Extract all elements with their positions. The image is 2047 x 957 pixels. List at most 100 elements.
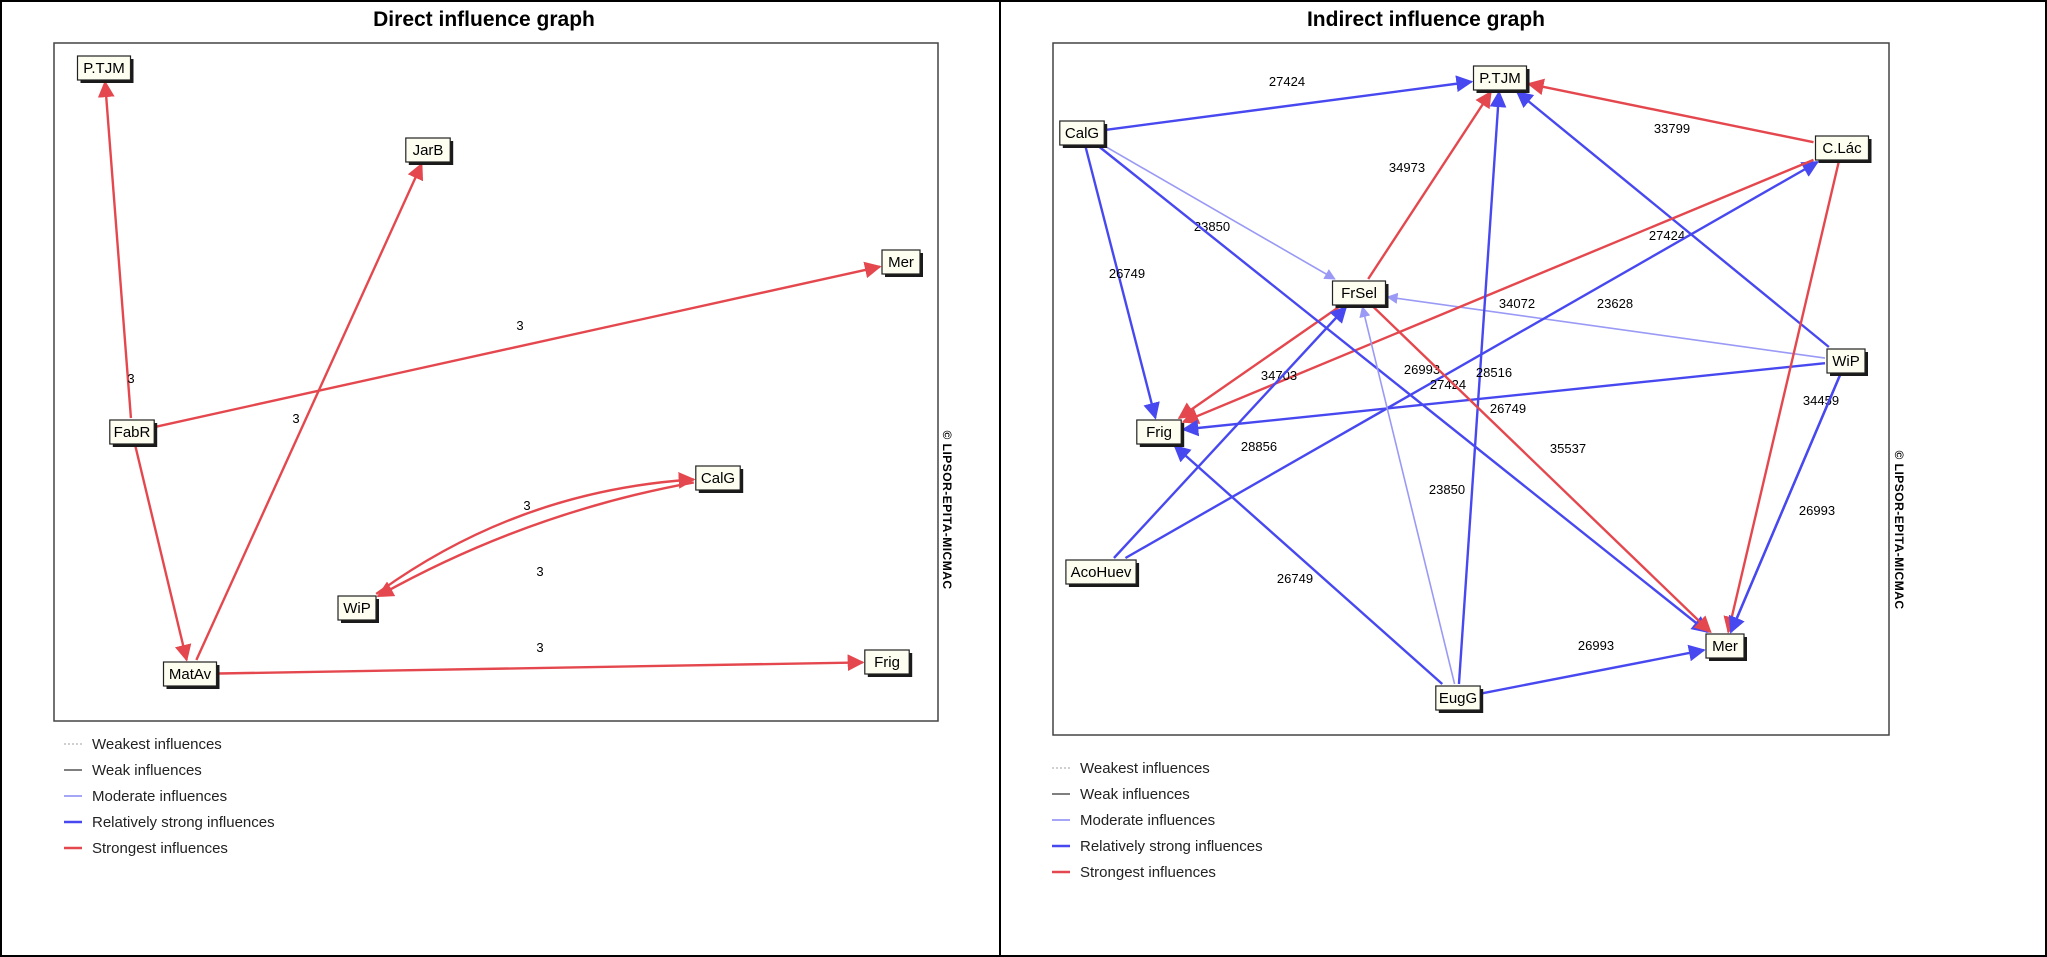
node-frig: Frig xyxy=(1136,419,1185,447)
legend-label-weakest: Weakest influences xyxy=(1080,760,1210,777)
node-eugg: EugG xyxy=(1435,685,1484,713)
node-label-clac: C.Lác xyxy=(1822,140,1862,157)
node-label-eugg: EugG xyxy=(1439,690,1477,707)
edge-clac-to-mer xyxy=(1723,161,1840,634)
node-fabr: FabR xyxy=(109,419,158,447)
edge-calg-to-mer xyxy=(1098,146,1709,634)
edge-label-wip-to-frsel: 34072 xyxy=(1499,296,1535,311)
edge-label-clac-to-ptjm: 33799 xyxy=(1654,121,1690,136)
direct-graph-nodes: P.TJM JarB Mer FabR CalG WiP MatAv Frig xyxy=(76,55,923,689)
node-mer: Mer xyxy=(881,249,923,277)
node-label-calg: CalG xyxy=(701,470,735,487)
node-frig: Frig xyxy=(864,649,913,677)
edge-eugg-to-mer xyxy=(1481,644,1706,695)
edge-label-wip-to-mer: 26993 xyxy=(1799,503,1835,518)
edge-label-fabr-to-mer: 3 xyxy=(516,318,523,333)
edge-label-frsel-to-ptjm: 34973 xyxy=(1389,160,1425,175)
indirect-graph-title: Indirect influence graph xyxy=(1307,8,1545,31)
edge-label-wip-to-calg: 3 xyxy=(523,498,530,513)
edge-clac-to-frig xyxy=(1181,158,1814,424)
node-jarb: JarB xyxy=(405,137,454,165)
node-label-ptjm: P.TJM xyxy=(1479,70,1520,87)
legend-label-weakest: Weakest influences xyxy=(92,736,222,753)
edge-label-eugg-to-mer: 26993 xyxy=(1578,638,1614,653)
legend-label-moderate: Moderate influences xyxy=(92,788,227,805)
indirect-graph-plot-area xyxy=(1052,42,1890,736)
edge-acohuev-to-frsel xyxy=(1113,305,1348,559)
direct-graph-title: Direct influence graph xyxy=(373,8,595,31)
node-matav: MatAv xyxy=(162,661,220,689)
node-label-ptjm: P.TJM xyxy=(83,60,124,77)
edge-label-wip-to-mer: 34459 xyxy=(1803,393,1839,408)
node-calg: CalG xyxy=(695,465,744,493)
edge-frsel-to-frig xyxy=(1177,306,1340,419)
edge-frsel-to-ptjm xyxy=(1367,90,1492,280)
edge-clac-to-ptjm xyxy=(1526,78,1814,144)
edge-label-calg-to-ptjm: 27424 xyxy=(1269,74,1305,89)
node-label-frsel: FrSel xyxy=(1341,285,1377,302)
node-calg: CalG xyxy=(1059,120,1108,148)
node-mer: Mer xyxy=(1705,633,1747,661)
legend-label-relatively_strong: Relatively strong influences xyxy=(1080,838,1263,855)
edge-wip-to-calg xyxy=(375,472,696,595)
edge-wip-to-mer xyxy=(1729,374,1842,634)
legend-label-relatively_strong: Relatively strong influences xyxy=(92,814,275,831)
node-label-fabr: FabR xyxy=(114,424,151,441)
indirect-influence-panel: Indirect influence graph 27424 33799 34973… xyxy=(1052,8,1906,881)
edge-label-eugg-to-frig: 26749 xyxy=(1277,571,1313,586)
edge-label-matav-to-jarb: 3 xyxy=(292,411,299,426)
edge-calg-to-wip xyxy=(376,481,695,598)
edge-label-calg-to-frig: 26749 xyxy=(1109,266,1145,281)
node-label-acohuev: AcoHuev xyxy=(1071,564,1132,581)
edge-eugg-to-frig xyxy=(1173,444,1444,685)
edge-matav-to-frig xyxy=(218,654,865,675)
node-wip: WiP xyxy=(1826,348,1868,376)
node-label-calg: CalG xyxy=(1065,125,1099,142)
legend-label-weak: Weak influences xyxy=(92,762,202,779)
edge-label-wip-to-ptjm: 27424 xyxy=(1649,228,1685,243)
node-wip: WiP xyxy=(337,595,379,623)
edge-fabr-to-mer xyxy=(155,261,882,428)
edge-label-calg-to-wip: 3 xyxy=(536,564,543,579)
node-label-mer: Mer xyxy=(1712,638,1738,655)
edge-label-fabr-to-ptjm: 3 xyxy=(127,371,134,386)
node-label-wip: WiP xyxy=(1832,353,1860,370)
direct-graph-legend: Weakest influences Weak influences Moderat… xyxy=(64,736,275,857)
edge-label-frsel-to-mer: 26749 xyxy=(1490,401,1526,416)
edge-label-calg-to-mer: 26993 xyxy=(1404,362,1440,377)
edge-label-clac-to-frig: 34703 xyxy=(1261,368,1297,383)
legend-label-strongest: Strongest influences xyxy=(92,840,228,857)
node-label-jarb: JarB xyxy=(413,142,444,159)
legend-label-weak: Weak influences xyxy=(1080,786,1190,803)
node-clac: C.Lác xyxy=(1814,135,1872,163)
edge-fabr-to-ptjm xyxy=(97,80,133,419)
edge-acohuev-to-clac xyxy=(1124,160,1819,560)
edge-label-acohuev-to-frsel: 28856 xyxy=(1241,439,1277,454)
indirect-graph-legend: Weakest influences Weak influences Moderat… xyxy=(1052,760,1263,881)
edge-label-acohuev-to-clac: 23628 xyxy=(1597,296,1633,311)
direct-influence-panel: Direct influence graph 3 3 3 3 3 3 P.TJM JarB M… xyxy=(53,8,954,857)
node-label-frig: Frig xyxy=(874,654,900,671)
node-ptjm: P.TJM xyxy=(1472,65,1530,93)
edge-fabr-to-matav xyxy=(134,445,192,662)
edge-label-eugg-to-frsel: 23850 xyxy=(1429,482,1465,497)
direct-graph-edges: 3 3 3 3 3 3 xyxy=(97,80,882,675)
legend-label-strongest: Strongest influences xyxy=(1080,864,1216,881)
edge-calg-to-frsel xyxy=(1105,146,1336,280)
node-ptjm: P.TJM xyxy=(76,55,134,83)
node-acohuev: AcoHuev xyxy=(1065,559,1140,587)
direct-copyright-text: © LIPSOR-EPITA-MICMAC xyxy=(940,430,954,589)
node-label-mer: Mer xyxy=(888,254,914,271)
edge-matav-to-jarb xyxy=(195,162,424,661)
edge-label-eugg-to-ptjm: 28516 xyxy=(1476,365,1512,380)
edge-calg-to-frig xyxy=(1084,146,1160,420)
indirect-graph-edges: 27424 33799 34973 23850 26749 27424 34072 23628… xyxy=(1084,74,1842,695)
direct-graph-plot-area xyxy=(53,42,939,722)
legend-label-moderate: Moderate influences xyxy=(1080,812,1215,829)
indirect-graph-nodes: P.TJM CalG C.Lác FrSel WiP Frig AcoHuev Mer EugG xyxy=(1059,65,1872,713)
edge-calg-to-ptjm xyxy=(1106,75,1474,132)
edge-wip-to-frig xyxy=(1181,361,1826,437)
edge-label-matav-to-frig: 3 xyxy=(536,640,543,655)
edge-frsel-to-mer xyxy=(1372,306,1712,634)
